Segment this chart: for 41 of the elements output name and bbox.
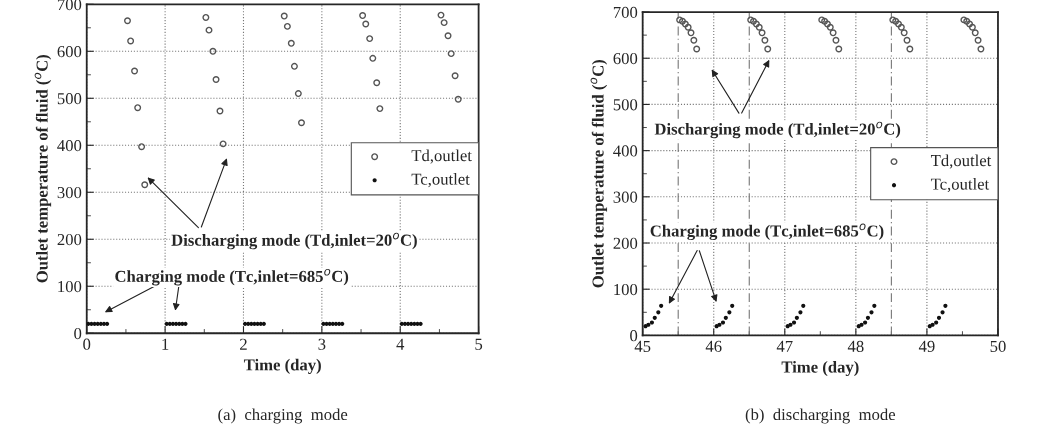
legend-label: Tc,outlet <box>411 173 470 188</box>
x-axis-title: Time (day) <box>243 358 321 374</box>
y-tick-label: 200 <box>57 233 82 246</box>
text: (a) charging mode <box>218 408 348 424</box>
x-tick-label: 46 <box>705 340 722 352</box>
x-tick-label: 3 <box>318 338 326 350</box>
legend-label: Td,outlet <box>930 154 992 169</box>
y-tick-label: 0 <box>630 330 638 342</box>
y-tick-label: 300 <box>57 186 82 199</box>
y-tick-label: 200 <box>613 237 638 249</box>
y-tick-label: 500 <box>613 99 638 111</box>
x-tick-label: 47 <box>776 340 793 352</box>
annotation: Charging mode (Tc,inlet=685$^{o}$C) <box>115 268 349 286</box>
y-tick-label: 600 <box>57 45 82 58</box>
y-tick-label: 100 <box>58 280 82 293</box>
legend-label: Tc,outlet <box>930 177 990 193</box>
x-tick-label: 2 <box>240 338 247 350</box>
x-tick-label: 5 <box>475 338 483 350</box>
y-axis-title: Outlet temperature of fluid ($^{o}$C) <box>34 55 52 283</box>
text: (b) discharging mode <box>745 408 896 424</box>
y-tick-label: 700 <box>613 6 638 18</box>
x-tick-label: 4 <box>396 338 405 350</box>
y-tick-label: 0 <box>74 327 82 340</box>
y-tick-label: 400 <box>613 145 638 157</box>
y-tick-label: 600 <box>613 52 638 65</box>
x-tick-label: 45 <box>634 340 651 352</box>
legend-label: Td,outlet <box>411 149 472 164</box>
x-tick-label: 50 <box>990 340 1006 352</box>
x-tick-label: 0 <box>83 338 91 350</box>
y-tick-label: 500 <box>57 92 82 105</box>
y-tick-label: 400 <box>57 139 82 152</box>
annotation: Discharging mode (Td,inlet=20$^{o}$C) <box>654 121 901 139</box>
x-tick-label: 1 <box>162 338 169 350</box>
annotation: Charging mode (Tc,inlet=685$^{o}$C) <box>650 223 884 241</box>
y-tick-label: 300 <box>613 191 638 203</box>
x-tick-label: 49 <box>918 340 935 352</box>
y-axis-title: Outlet temperature of fluid ($^{o}$C) <box>590 59 608 288</box>
y-tick-label: 100 <box>614 283 638 296</box>
x-tick-label: 48 <box>847 340 864 352</box>
x-axis-title: Time (day) <box>781 360 859 377</box>
annotation: Discharging mode (Td,inlet=20$^{o}$C) <box>171 232 417 250</box>
